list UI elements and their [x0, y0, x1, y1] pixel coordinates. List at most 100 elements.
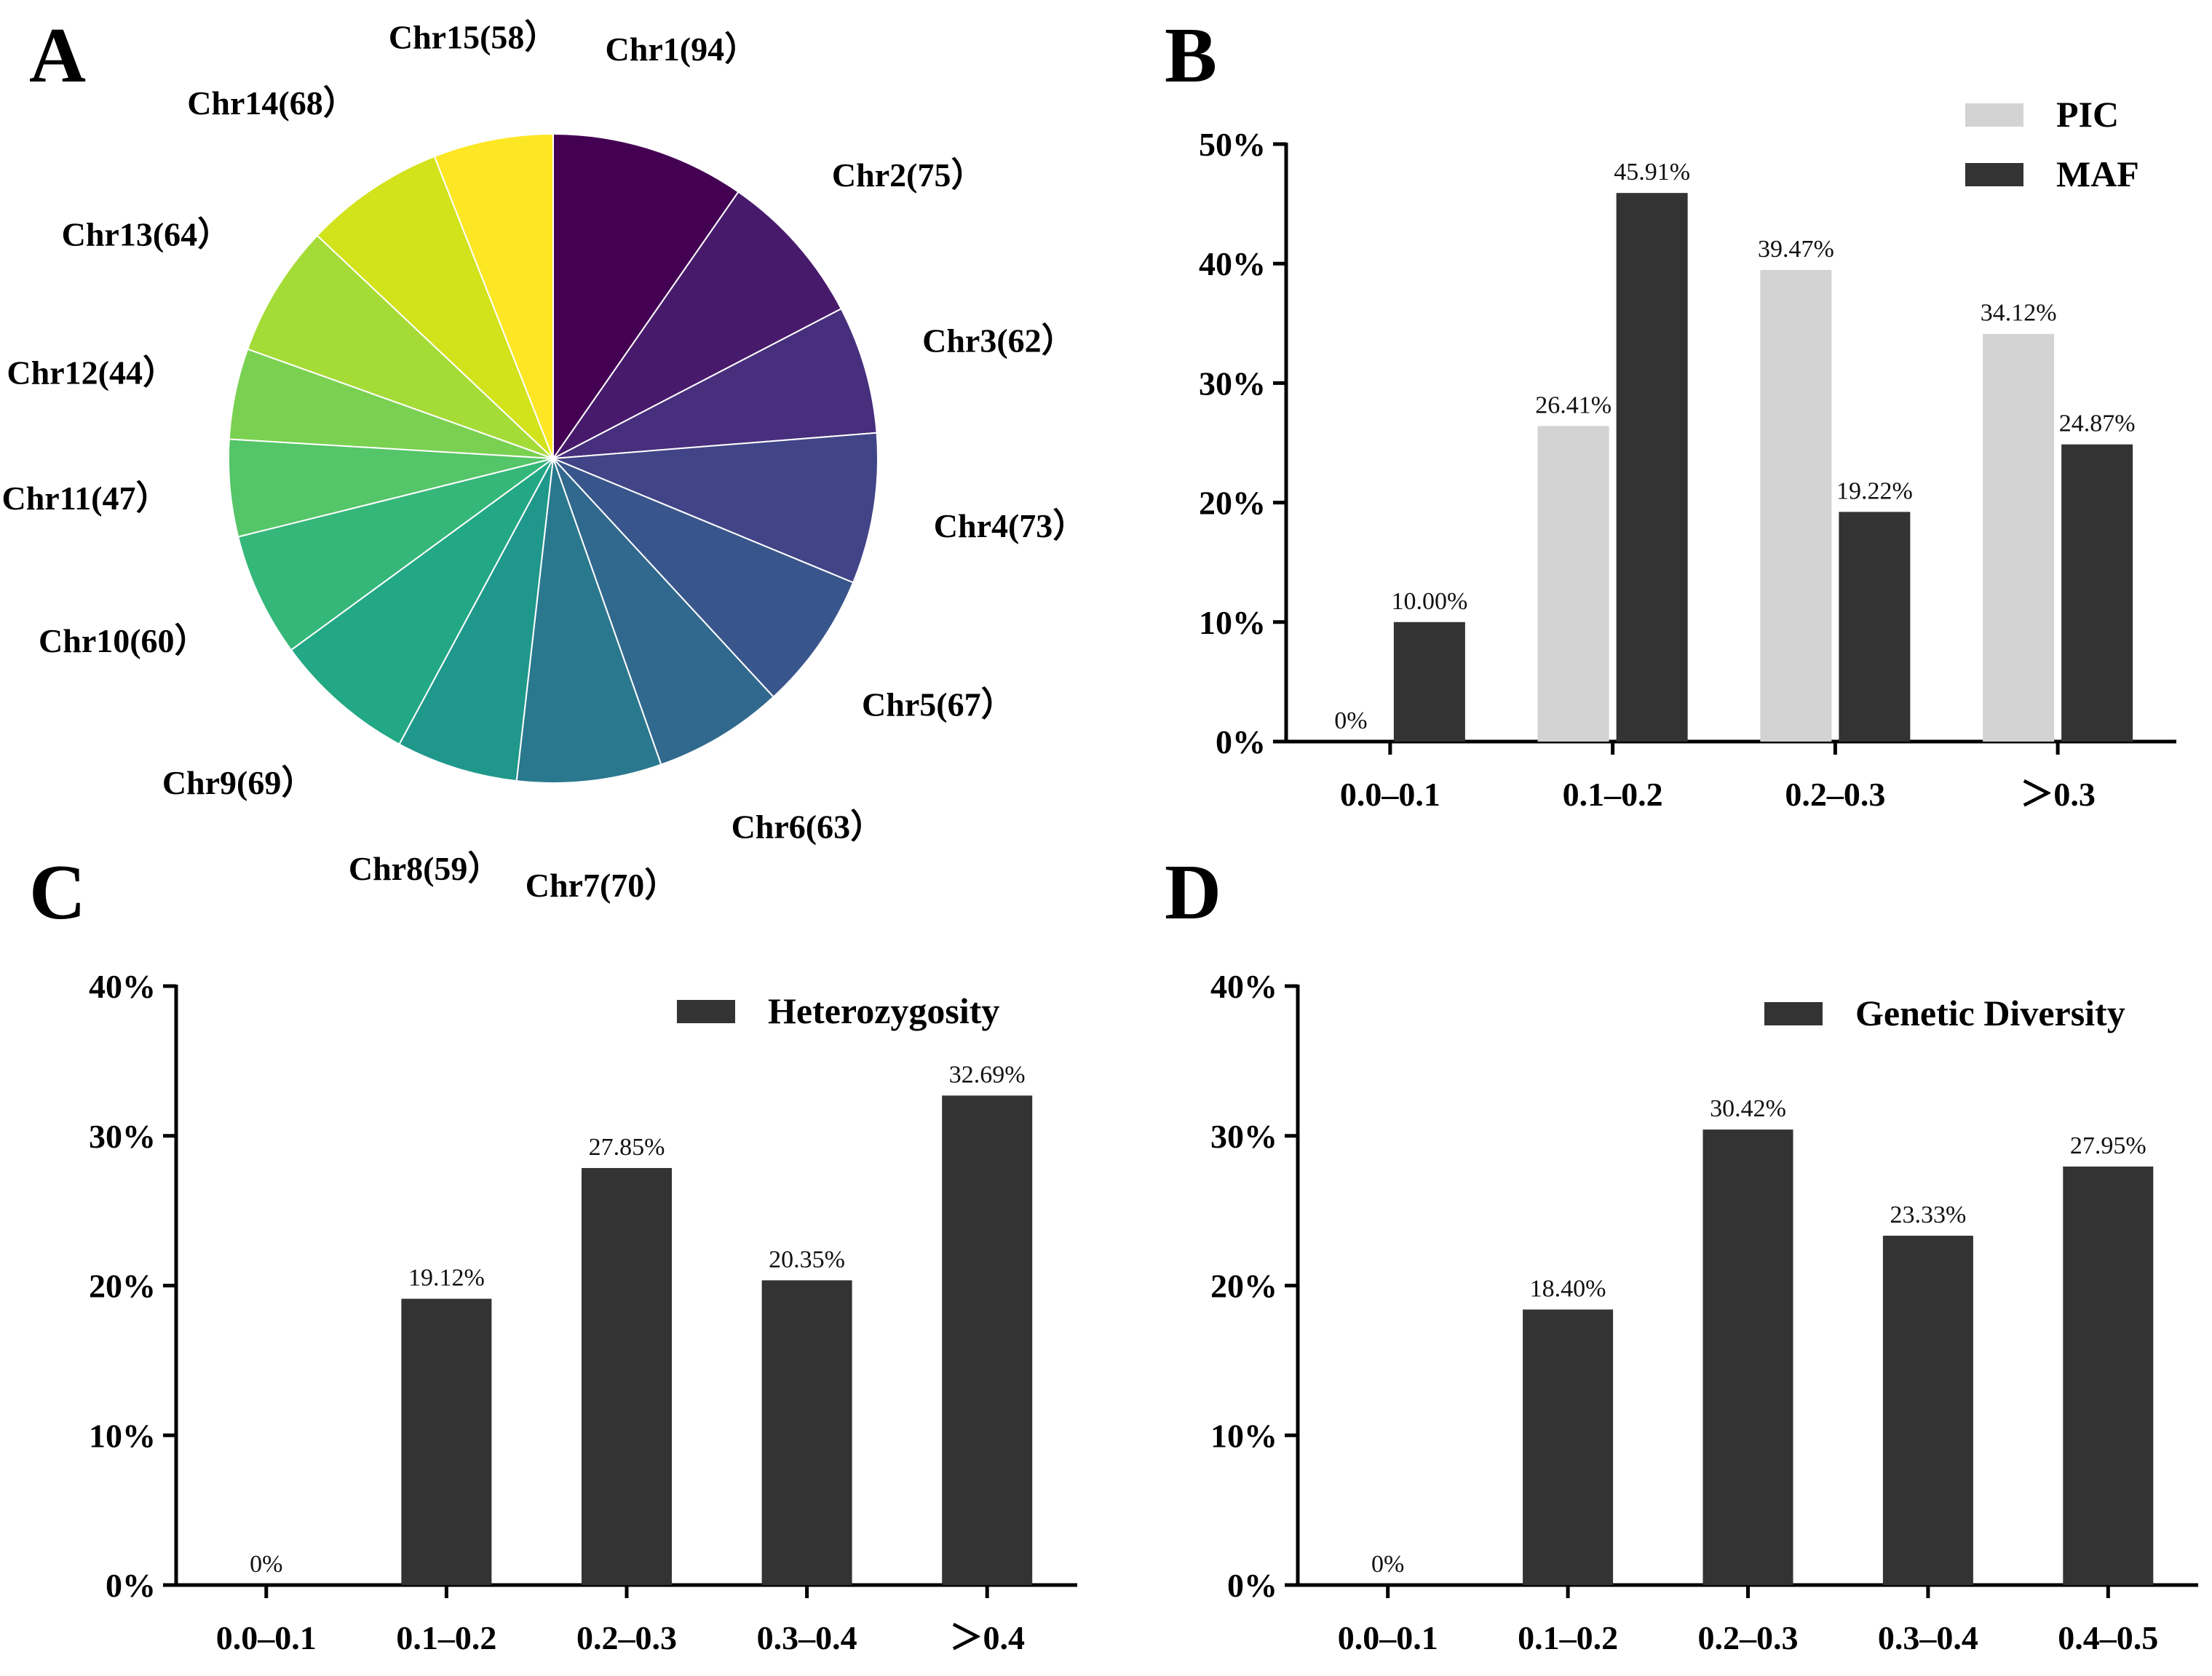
data-label-genetic-diversity-0-3-0-4: 23.33% — [1890, 1202, 1966, 1228]
y-tick-label: 10% — [1210, 1417, 1277, 1454]
data-label-genetic-diversity-0-0-0-1: 0% — [1371, 1551, 1404, 1578]
pie-label-chr10: Chr10(60） — [39, 622, 208, 659]
x-tick-label-0-2-0-3: 0.2–0.3 — [1785, 776, 1885, 813]
bar-genetic-diversity-0-2-0-3 — [1702, 1129, 1793, 1585]
pie-slice-chr4 — [552, 432, 879, 584]
x-tick-label-0-0-0-1: 0.0–0.1 — [216, 1619, 317, 1656]
x-tick-label-0-3-0-4: 0.3–0.4 — [1878, 1619, 1978, 1656]
y-tick-label: 30% — [1210, 1118, 1277, 1155]
bar-heterozygosity-0-1-0-2 — [401, 1298, 492, 1585]
panel-c-bar-chart: C 0% 10% 20% 30% 40% 0.0–0.1 0% 0.1–0.2 19.12% 0.… — [29, 849, 1077, 1656]
pie-slice-chr3 — [552, 307, 878, 459]
x-tick-label-0-3-0-4: 0.3–0.4 — [757, 1619, 857, 1656]
bar-maf-0-0-0-1 — [1393, 621, 1465, 742]
pie-label-chr15: Chr15(58） — [389, 18, 558, 55]
x-tick-label-0-2-0-3: 0.2–0.3 — [576, 1619, 677, 1656]
pie-slice-chr13 — [246, 234, 554, 459]
x-tick-label-0-0-0-1: 0.0–0.1 — [1338, 1619, 1438, 1656]
bar-maf-0-3 — [2061, 444, 2133, 742]
x-tick-label-0-4-0-5: 0.4–0.5 — [2058, 1619, 2158, 1656]
panel-b-bar-chart: B 0% 10% 20% 30% 40% 50% 0.0–0.1 0% 10.00% 0.1–0.… — [1165, 12, 2176, 813]
pie-label-chr3: Chr3(62） — [922, 322, 1075, 359]
bar-pic-0-2-0-3 — [1760, 269, 1832, 742]
data-label-heterozygosity-0-3-0-4: 20.35% — [769, 1246, 845, 1273]
y-tick-label: 40% — [89, 968, 156, 1005]
data-label-genetic-diversity-0-1-0-2: 18.40% — [1530, 1275, 1606, 1302]
legend-label-genetic-diversity: Genetic Diversity — [1855, 993, 2125, 1033]
pie-label-chr9: Chr9(69） — [162, 764, 315, 801]
legend-swatch-heterozygosity — [677, 1000, 735, 1023]
pie-label-chr11: Chr11(47） — [1, 480, 169, 517]
y-tick-label: 40% — [1210, 968, 1277, 1005]
pie-slice-chr5 — [552, 458, 855, 699]
x-tick-label-0-1-0-2: 0.1–0.2 — [1518, 1619, 1618, 1656]
pie-label-chr6: Chr6(63） — [732, 808, 884, 845]
bar-heterozygosity-0-3-0-4 — [761, 1280, 852, 1585]
pie-slices — [228, 132, 879, 785]
bar-heterozygosity-0-4 — [942, 1095, 1033, 1585]
x-tick-label-0-2-0-3: 0.2–0.3 — [1698, 1619, 1799, 1656]
y-tick-label: 10% — [1199, 604, 1266, 641]
pie-label-chr1: Chr1(94） — [606, 31, 758, 68]
pie-label-chr12: Chr12(44） — [7, 354, 176, 392]
pie-label-chr4: Chr4(73） — [934, 507, 1087, 544]
y-tick-label: 20% — [89, 1268, 156, 1305]
data-label-heterozygosity-0-0-0-1: 0% — [250, 1551, 282, 1578]
bar-genetic-diversity-0-1-0-2 — [1523, 1309, 1614, 1585]
legend-label-heterozygosity: Heterozygosity — [768, 990, 999, 1031]
bar-genetic-diversity-0-3-0-4 — [1882, 1235, 1973, 1585]
data-label-heterozygosity-0-1-0-2: 19.12% — [408, 1265, 485, 1292]
pie-slice-chr7 — [515, 458, 662, 785]
legend-swatch-maf — [1965, 163, 2023, 186]
bar-pic-0-3 — [1983, 333, 2055, 742]
legend-swatch-pic — [1965, 103, 2023, 127]
panel-c-letter: C — [29, 849, 86, 936]
legend-swatch-genetic-diversity — [1764, 1002, 1823, 1025]
legend-label-maf: MAF — [2056, 154, 2139, 194]
y-tick-label: 10% — [89, 1417, 156, 1454]
panel-d-bar-chart: D 0% 10% 20% 30% 40% 0.0–0.1 0% 0.1–0.2 18.40% 0.… — [1165, 849, 2198, 1656]
y-tick-label: 20% — [1199, 485, 1266, 522]
y-tick-label: 0% — [106, 1567, 156, 1604]
data-label-maf-0-2-0-3: 19.22% — [1836, 477, 1913, 504]
data-label-pic-0-0-0-1: 0% — [1334, 707, 1367, 734]
data-label-genetic-diversity-0-4-0-5: 27.95% — [2070, 1132, 2146, 1159]
data-label-pic-0-1-0-2: 26.41% — [1535, 392, 1612, 418]
y-tick-label: 50% — [1199, 126, 1266, 163]
data-label-pic-0-3: 34.12% — [1981, 300, 2057, 327]
data-label-heterozygosity-0-4: 32.69% — [949, 1061, 1026, 1088]
bar-genetic-diversity-0-4-0-5 — [2063, 1166, 2154, 1585]
pie-label-chr8: Chr8(59） — [349, 850, 502, 887]
bar-pic-0-1-0-2 — [1537, 426, 1609, 742]
y-tick-label: 20% — [1210, 1268, 1277, 1305]
y-tick-label: 30% — [89, 1118, 156, 1155]
data-label-pic-0-2-0-3: 39.47% — [1758, 236, 1834, 263]
pie-slice-chr6 — [552, 458, 775, 766]
panel-a-letter: A — [29, 12, 86, 99]
pie-label-chr14: Chr14(68） — [187, 84, 357, 122]
y-tick-label: 0% — [1227, 1567, 1277, 1604]
pie-slice-chr14 — [316, 155, 554, 459]
pie-label-chr2: Chr2(75） — [832, 156, 985, 194]
x-tick-label-0-4: ＞0.4 — [949, 1619, 1025, 1656]
pie-slice-chr9 — [290, 458, 554, 746]
pie-slice-chr15 — [433, 132, 554, 459]
pie-label-chr7: Chr7(70） — [526, 867, 678, 904]
y-tick-label: 0% — [1216, 723, 1266, 760]
bar-maf-0-1-0-2 — [1616, 193, 1688, 742]
data-label-genetic-diversity-0-2-0-3: 30.42% — [1710, 1095, 1786, 1122]
pie-slice-chr1 — [552, 132, 740, 461]
panel-a-pie-chart: A Chr1(94） Chr2(75） Chr3(62） Chr4(73） Chr5(6… — [1, 12, 1086, 904]
y-tick-label: 40% — [1199, 245, 1266, 282]
x-tick-label-0-1-0-2: 0.1–0.2 — [1563, 776, 1663, 813]
x-tick-label-0-1-0-2: 0.1–0.2 — [396, 1619, 496, 1656]
data-label-maf-0-1-0-2: 45.91% — [1614, 159, 1690, 186]
pie-labels: Chr1(94） Chr2(75） Chr3(62） Chr4(73） Chr5(67）… — [1, 18, 1086, 904]
data-label-maf-0-0-0-1: 10.00% — [1391, 588, 1467, 615]
legend-label-pic: PIC — [2056, 94, 2119, 135]
pie-label-chr5: Chr5(67） — [862, 686, 1015, 723]
data-label-heterozygosity-0-2-0-3: 27.85% — [589, 1134, 665, 1161]
pie-slice-chr8 — [398, 458, 554, 782]
